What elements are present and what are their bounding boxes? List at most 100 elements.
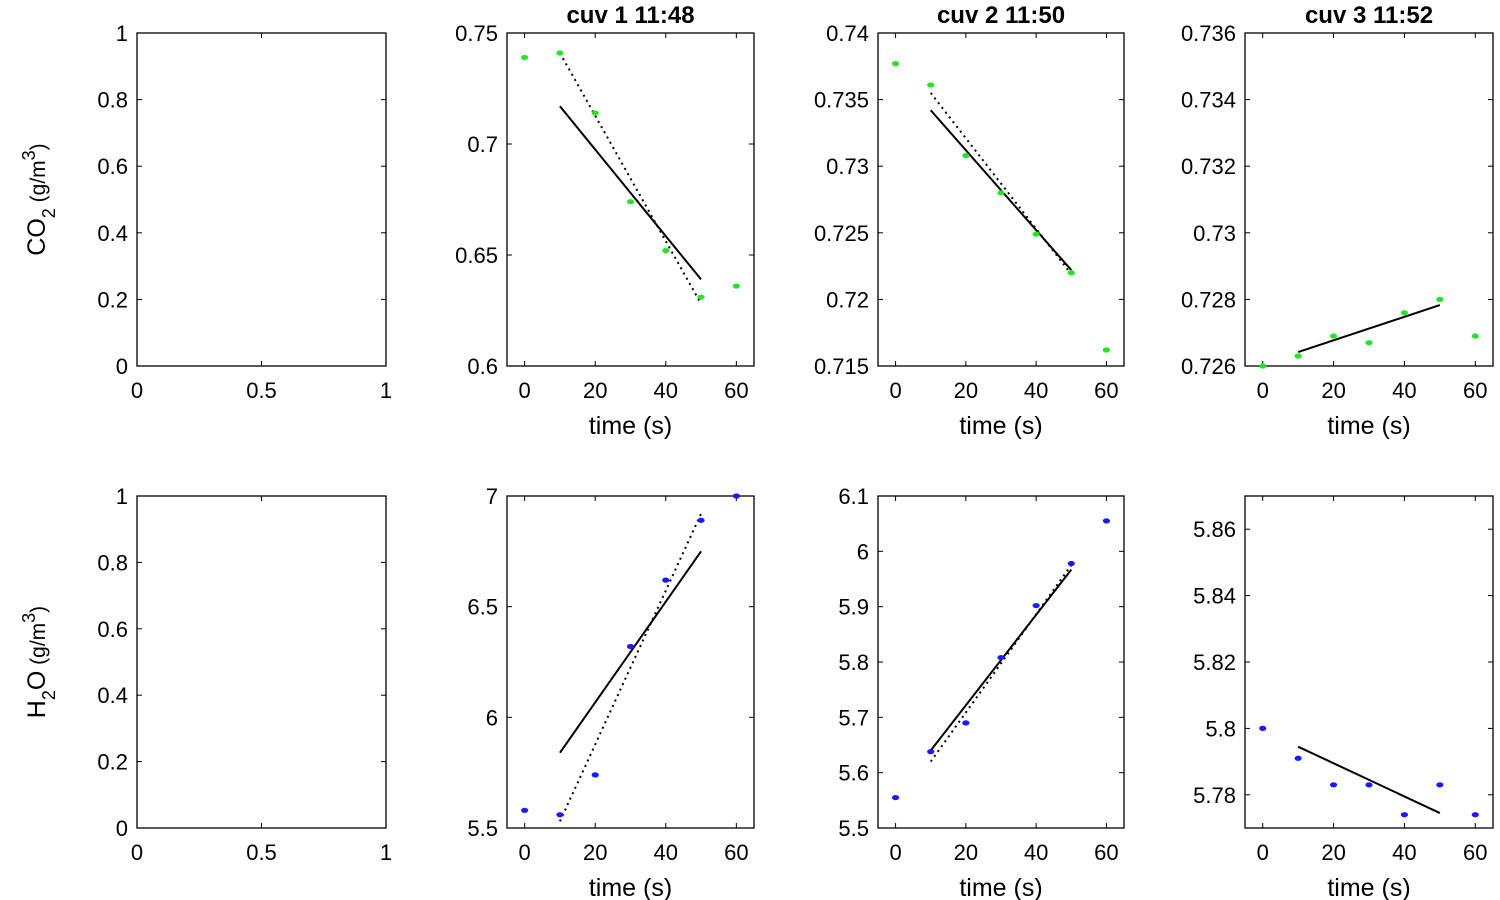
x-tick-label: 60	[724, 840, 748, 865]
x-axis-label: time (s)	[589, 412, 672, 440]
y-tick-label: 1	[116, 21, 128, 46]
x-tick-label: 0	[131, 840, 143, 865]
y-tick-label: 5.8	[838, 650, 869, 675]
fit-line-solid	[929, 109, 1073, 271]
y-label-unit: (g/m	[27, 160, 50, 208]
panel-h2o-cuv2: 0 20 40 60 5.5 5.6 5.7 5.8 5.9 6 6.1 time (s)	[838, 484, 1125, 900]
x-tick-label: 60	[1463, 840, 1487, 865]
x-tick-label: 1	[380, 840, 392, 865]
y-tick-label: 7	[486, 484, 498, 509]
y-tick-label: 0.8	[97, 550, 128, 575]
y-label-subscript: 2	[39, 208, 59, 218]
y-tick-label: 5.7	[838, 705, 869, 730]
fit-line-solid	[1297, 304, 1441, 353]
plot-frame	[1244, 495, 1494, 829]
data-point	[1436, 296, 1444, 302]
data-point	[1329, 333, 1338, 339]
x-axis-label: time (s)	[1327, 874, 1410, 900]
data-point	[732, 493, 740, 499]
x-axis-label: time (s)	[959, 874, 1042, 900]
y-tick-label: 0.734	[1181, 88, 1236, 113]
y-tick-label: 0.75	[455, 21, 498, 46]
y-axis-label: CO2 (g/m3)	[19, 143, 59, 255]
data-point	[1259, 363, 1267, 369]
data-point	[1259, 725, 1267, 732]
y-label-main: CO	[23, 218, 51, 256]
data-point	[891, 794, 900, 801]
x-tick-label: 20	[1321, 840, 1345, 865]
y-tick-label: 0.6	[467, 354, 498, 379]
data-point	[1400, 310, 1409, 316]
x-tick-label: 1	[380, 378, 392, 403]
y-tick-label: 0.728	[1181, 287, 1236, 312]
data-point	[962, 152, 970, 159]
data-point	[1067, 270, 1075, 276]
data-point	[697, 517, 705, 523]
data-point	[1400, 812, 1409, 818]
data-point	[1471, 333, 1479, 339]
y-tick-label: 0	[116, 354, 128, 379]
y-tick-label: 0.725	[814, 221, 869, 246]
data-point	[1067, 560, 1075, 567]
y-tick-label: 6	[486, 705, 498, 730]
x-tick-label: 0	[889, 840, 901, 865]
data-point	[1102, 347, 1111, 353]
y-tick-label: 5.78	[1193, 783, 1236, 808]
x-tick-label: 20	[954, 378, 978, 403]
y-tick-label: 0.735	[814, 88, 869, 113]
panel-h2o-cuv1: 0 20 40 60 5.5 6 6.5 7 time (s)	[467, 484, 755, 900]
data-point	[697, 294, 705, 300]
data-point	[927, 749, 935, 755]
y-tick-label: 5.84	[1193, 584, 1236, 609]
x-tick-label: 0	[1257, 378, 1269, 403]
panel-title: cuv 1 11:48	[566, 2, 694, 29]
y-tick-label: 5.5	[838, 816, 869, 841]
x-tick-label: 40	[1392, 840, 1416, 865]
data-point	[1102, 518, 1111, 524]
x-tick-label: 60	[1094, 840, 1118, 865]
data-point	[626, 199, 635, 205]
data-point	[662, 577, 670, 583]
panel-title: cuv 3 11:52	[1305, 2, 1433, 29]
plot-frame	[136, 32, 387, 367]
x-axis-label: time (s)	[589, 874, 672, 900]
y-tick-label: 0	[116, 816, 128, 841]
y-label-main: H	[23, 700, 51, 718]
y-tick-label: 1	[116, 484, 128, 509]
x-tick-label: 0.5	[246, 840, 277, 865]
data-point	[1471, 812, 1479, 818]
y-tick-label: 5.5	[467, 816, 498, 841]
x-tick-label: 0	[131, 378, 143, 403]
x-tick-label: 20	[583, 840, 607, 865]
x-tick-label: 0	[1257, 840, 1269, 865]
x-tick-label: 40	[654, 840, 678, 865]
x-tick-label: 60	[724, 378, 748, 403]
panel-co2-empty: 0 0.5 1 0 0.2 0.4 0.6 0.8 1 CO2 (g/m3)	[19, 21, 392, 403]
data-point	[1365, 340, 1373, 346]
y-label-close: )	[27, 606, 50, 613]
data-point	[556, 50, 564, 56]
y-tick-label: 5.6	[838, 761, 869, 786]
x-tick-label: 60	[1463, 378, 1487, 403]
x-tick-label: 40	[1024, 378, 1048, 403]
y-label-superscript: 3	[19, 613, 39, 623]
data-point	[521, 54, 529, 61]
y-axis-label: H2O (g/m3)	[19, 606, 59, 718]
fit-line-solid	[1297, 745, 1441, 814]
x-tick-label: 20	[583, 378, 607, 403]
y-label-superscript: 3	[19, 150, 39, 160]
data-point	[591, 110, 599, 116]
panel-co2-cuv2: 0 20 40 60 0.715 0.72 0.725 0.73 0.735 0.74 cuv 2 …	[814, 2, 1125, 440]
y-tick-label: 0.7	[467, 132, 498, 157]
x-tick-label: 20	[1321, 378, 1345, 403]
fit-line-solid	[559, 105, 702, 281]
x-tick-label: 0.5	[246, 378, 277, 403]
data-point	[1365, 782, 1373, 788]
data-point	[556, 812, 564, 818]
x-tick-label: 20	[954, 840, 978, 865]
y-label-after: O	[23, 671, 51, 690]
panel-co2-cuv3: 0 20 40 60 0.726 0.728 0.73 0.732 0.734 0.736 cuv …	[1181, 2, 1494, 440]
y-tick-label: 5.9	[838, 595, 869, 620]
data-point	[662, 247, 670, 254]
